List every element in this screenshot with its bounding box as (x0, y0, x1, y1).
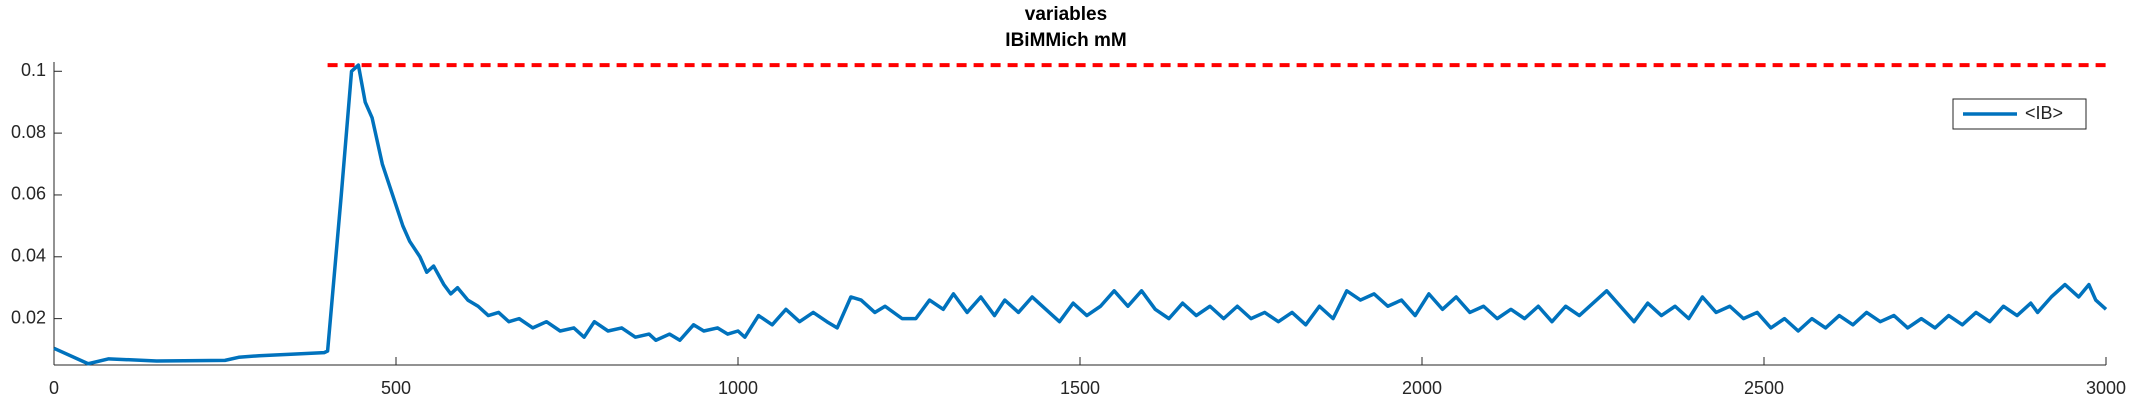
x-tick-label: 1500 (1060, 378, 1100, 398)
y-tick-label: 0.08 (11, 122, 46, 142)
x-tick-label: 2000 (1402, 378, 1442, 398)
y-tick-label: 0.06 (11, 184, 46, 204)
data-line (53, 63, 2108, 366)
x-tick-label: 1000 (718, 378, 758, 398)
chart-subtitle: IBiMMich mM (1005, 30, 1126, 51)
y-tick-label: 0.1 (21, 60, 46, 80)
x-tick-label: 500 (381, 378, 411, 398)
legend-label: <IB> (2025, 103, 2063, 123)
x-tick-label: 3000 (2086, 378, 2126, 398)
x-tick-label: 2500 (1744, 378, 1784, 398)
x-tick-label: 0 (49, 378, 59, 398)
y-tick-label: 0.02 (11, 307, 46, 327)
y-tick-label: 0.04 (11, 246, 46, 266)
chart-title: variables (1025, 4, 1107, 25)
